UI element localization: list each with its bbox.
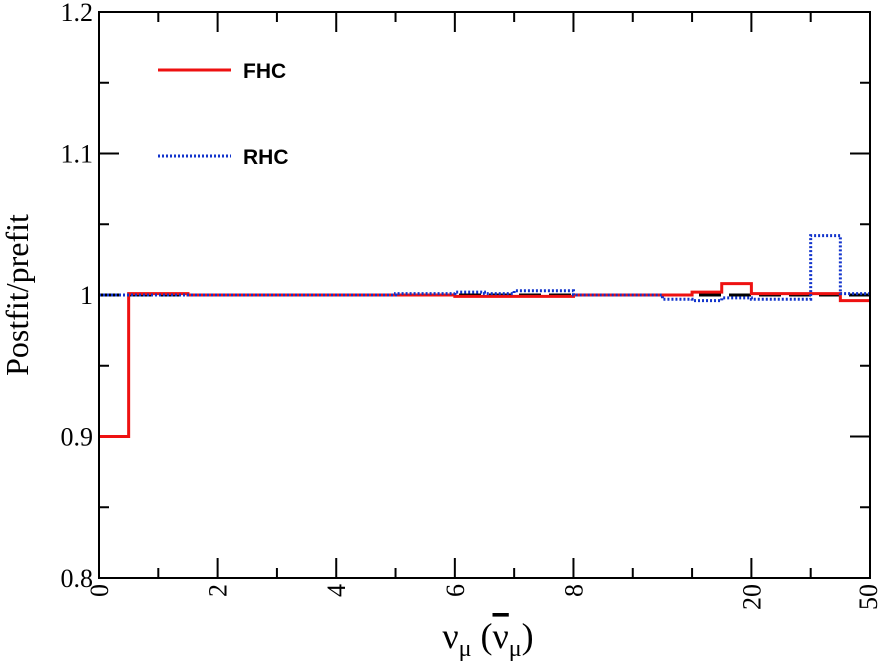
x-axis-label: νμ (νμ) — [442, 616, 533, 662]
x-tick-label: 20 — [737, 584, 766, 610]
x-tick-label: 6 — [441, 584, 470, 597]
legend-label-rhc: RHC — [243, 146, 289, 169]
x-axis-label-main: ν — [442, 616, 458, 656]
x-tick-label: 0 — [85, 584, 114, 597]
x-axis-label-main-sub: μ — [459, 636, 472, 662]
x-axis-label-bar: ν — [493, 616, 509, 656]
x-tick-label: 2 — [204, 584, 233, 597]
y-tick-label: 1 — [80, 281, 93, 310]
x-tick-label: 50 — [854, 584, 883, 610]
plot-frame — [98, 11, 871, 579]
tick-labels: 0.8 0.9 1 1.1 1.2 0 2 4 6 8 20 50 — [61, 0, 884, 610]
x-tick-label: 4 — [322, 584, 351, 597]
y-tick-label: 0.9 — [61, 423, 94, 452]
y-tick-label: 1.2 — [61, 0, 94, 27]
series-layer — [99, 234, 870, 438]
y-tick-label: 1.1 — [61, 140, 94, 169]
y-tick-label: 0.8 — [61, 564, 94, 593]
x-axis-label-paren-open: ( — [472, 616, 493, 656]
series-rhc-line — [99, 234, 870, 303]
x-tick-label: 8 — [559, 584, 588, 597]
x-axis-label-paren-close: ) — [522, 616, 534, 656]
x-axis-label-bar-sub: μ — [509, 636, 522, 662]
legend: FHC RHC — [158, 60, 289, 169]
y-axis-label: Postfit/prefit — [0, 214, 35, 376]
legend-label-fhc: FHC — [243, 60, 286, 83]
